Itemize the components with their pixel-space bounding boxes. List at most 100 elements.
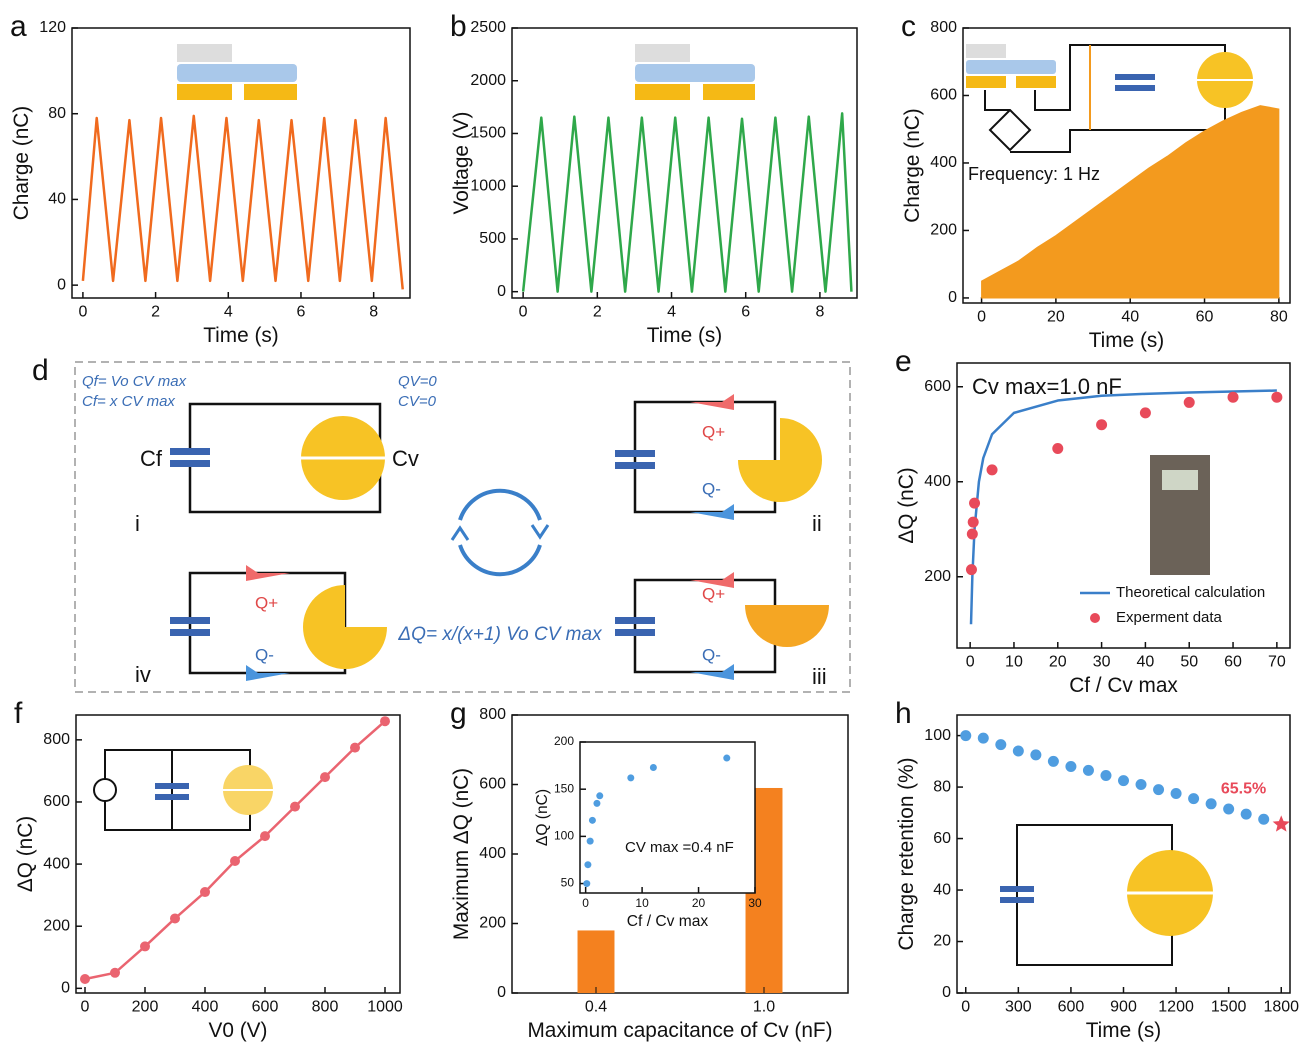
marker	[230, 856, 240, 866]
charge-label: Q-	[255, 645, 274, 664]
x-tick-label: 30	[1093, 654, 1111, 671]
x-tick-label: 20	[1047, 309, 1065, 326]
layer	[966, 44, 1006, 58]
source	[94, 779, 116, 801]
point	[1153, 784, 1164, 795]
x-tick-label: 2	[593, 304, 602, 321]
y-tick-label: 200	[554, 734, 574, 748]
panel-letter: e	[895, 345, 912, 378]
label: Cf	[140, 446, 163, 471]
bar	[578, 930, 615, 993]
x-tick-label: 600	[252, 999, 279, 1016]
y-tick-label: 200	[924, 568, 951, 585]
x-tick-label: 1800	[1263, 999, 1299, 1016]
point	[1083, 765, 1094, 776]
y-tick-label: 600	[924, 378, 951, 395]
x-axis-label: Time (s)	[1086, 1019, 1161, 1042]
equation: QV=0	[398, 373, 437, 390]
y-tick-label: 100	[554, 829, 574, 843]
x-tick-label: 10	[635, 896, 649, 910]
point	[967, 529, 978, 540]
y-axis-label: ΔQ (nC)	[895, 467, 918, 543]
point	[583, 880, 590, 887]
y-tick-label: 400	[43, 855, 70, 872]
x-tick-label: 900	[1110, 999, 1137, 1016]
y-tick-label: 40	[48, 191, 66, 208]
x-tick-label: 20	[1049, 654, 1067, 671]
y-tick-label: 0	[497, 283, 506, 300]
y-tick-label: 0	[61, 980, 70, 997]
y-tick-label: 500	[479, 230, 506, 247]
y-tick-label: 40	[933, 881, 951, 898]
x-tick-label: 600	[1058, 999, 1085, 1016]
state-label: i	[135, 511, 140, 536]
x-tick-label: 70	[1268, 654, 1286, 671]
marker	[350, 743, 360, 753]
y-tick-label: 80	[48, 105, 66, 122]
electrode	[177, 84, 232, 100]
y-axis-label: Charge retention (%)	[895, 757, 918, 950]
y-tick-label: 800	[930, 19, 957, 36]
electrode	[1016, 76, 1056, 88]
capacitor	[615, 617, 655, 624]
electrode	[966, 76, 1006, 88]
x-tick-label: 6	[741, 304, 750, 321]
value-label: 65.5%	[1221, 781, 1266, 798]
x-tick-label: 0	[78, 304, 87, 321]
arrow-head	[532, 525, 548, 537]
y-tick-label: 600	[43, 793, 70, 810]
point	[1223, 803, 1234, 814]
point	[987, 464, 998, 475]
x-tick-label: 8	[369, 304, 378, 321]
marker	[290, 802, 300, 812]
point	[968, 517, 979, 528]
capacitor	[155, 783, 189, 789]
point	[1118, 775, 1129, 786]
x-tick-label: 1.0	[753, 999, 775, 1016]
state-label: iii	[812, 664, 827, 689]
arrow	[690, 394, 734, 410]
y-tick-label: 800	[479, 706, 506, 723]
point	[589, 817, 596, 824]
point	[1048, 756, 1059, 767]
x-tick-label: 200	[132, 999, 159, 1016]
panel-letter: c	[901, 10, 916, 43]
point	[1206, 798, 1217, 809]
capacitor	[1115, 74, 1155, 80]
arrow	[690, 664, 734, 680]
point	[1271, 392, 1282, 403]
annotation: Frequency: 1 Hz	[968, 164, 1100, 184]
x-tick-label: 4	[667, 304, 676, 321]
point	[587, 838, 594, 845]
x-axis-label: Time (s)	[647, 324, 722, 347]
y-tick-label: 20	[933, 933, 951, 950]
x-tick-label: 0	[81, 999, 90, 1016]
y-tick-label: 0	[942, 984, 951, 1001]
marker	[380, 716, 390, 726]
point	[1065, 761, 1076, 772]
x-tick-label: 1000	[367, 999, 403, 1016]
capacitor	[170, 448, 210, 455]
y-axis-label: Maximum ΔQ (nC)	[450, 768, 473, 940]
y-tick-label: 1500	[470, 125, 506, 142]
panel-letter: h	[895, 697, 912, 730]
legend-label: Theoretical calculation	[1116, 584, 1265, 601]
point	[1140, 407, 1151, 418]
y-tick-label: 0	[497, 984, 506, 1001]
y-axis-label: ΔQ (nC)	[14, 816, 37, 892]
point	[1096, 419, 1107, 430]
x-tick-label: 40	[1137, 654, 1155, 671]
line	[523, 113, 851, 291]
arrow	[246, 565, 290, 581]
y-tick-label: 150	[554, 781, 574, 795]
point	[969, 498, 980, 509]
legend-label: Experment data	[1116, 609, 1223, 626]
panel-letter: d	[32, 354, 49, 387]
y-tick-label: 400	[479, 845, 506, 862]
x-tick-label: 4	[224, 304, 233, 321]
formula: ΔQ= x/(x+1) Vo CV max	[397, 624, 603, 645]
y-axis-label: ΔQ (nC)	[534, 789, 551, 846]
capacitor	[615, 629, 655, 636]
marker	[320, 772, 330, 782]
panel-letter: f	[14, 697, 23, 730]
